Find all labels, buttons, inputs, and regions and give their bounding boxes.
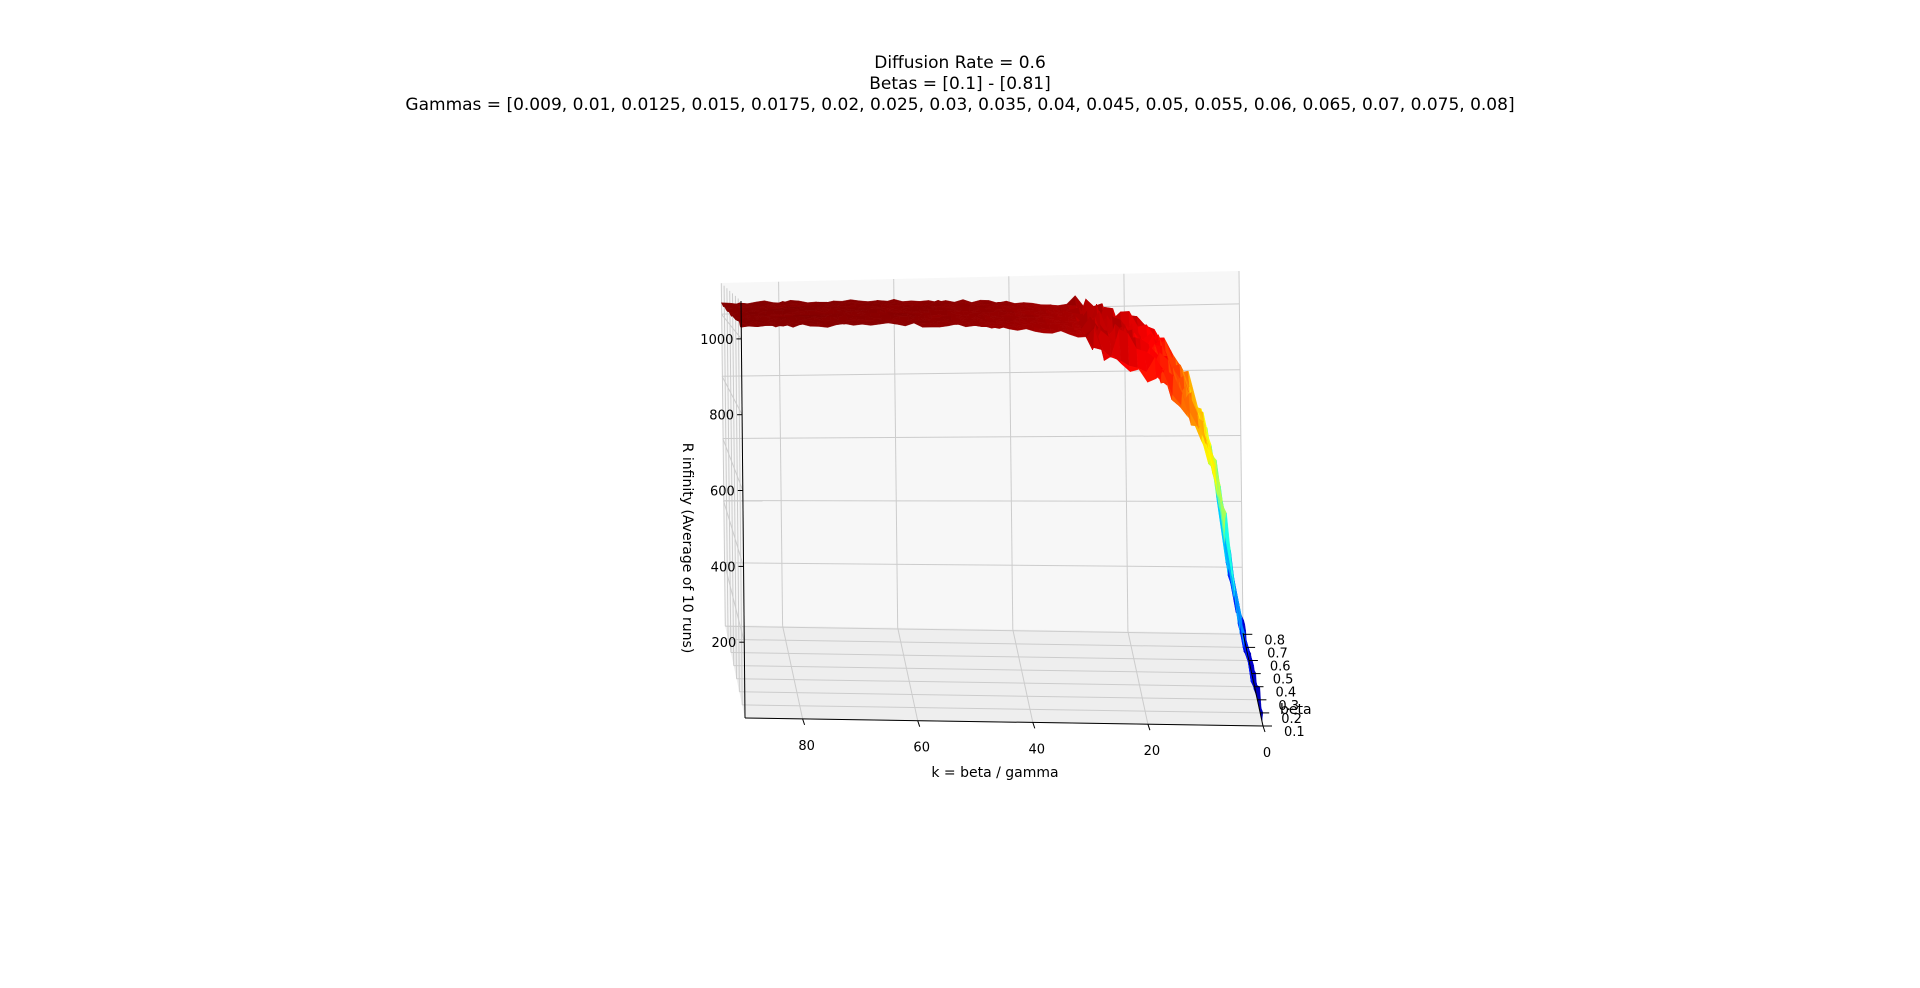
grid-line-floor-k [782, 625, 804, 720]
x-tick-label: 60 [913, 741, 930, 756]
grid-line-floor-beta [739, 691, 1258, 701]
y-tick-label: 0.3 [1278, 699, 1299, 714]
grid-line-floor-beta [733, 665, 1252, 675]
y-tick-label: 0.5 [1273, 673, 1294, 688]
grid-line-left-beta [720, 283, 726, 627]
grid-line-left-z [723, 500, 744, 567]
x-tick-label: 80 [798, 739, 815, 754]
x-tick-label: 40 [1029, 742, 1046, 757]
surface-face [992, 304, 1003, 310]
x-tick-mark [917, 720, 921, 727]
z-axis-label: R infinity (Average of 10 runs) [679, 443, 695, 654]
grid-line-left-beta [723, 285, 729, 640]
chart-title-line-1: Diffusion Rate = 0.6 [874, 53, 1046, 73]
grid-line-floor-beta [730, 652, 1249, 661]
grid-line-back-z [724, 562, 1243, 568]
surface-face [960, 306, 971, 312]
grid-line-floor-k [1012, 629, 1034, 723]
grid-line-left-beta [734, 295, 740, 692]
axis-panes [721, 271, 1263, 726]
y-tick-label: 0.1 [1284, 725, 1305, 740]
chart-title-line-2: Betas = [0.1] - [0.81] [869, 74, 1051, 94]
y-tick-label: 0.7 [1267, 646, 1288, 661]
z-tick-label: 1000 [700, 333, 733, 348]
back-pane [721, 271, 1243, 633]
grid-line-back-k [893, 278, 899, 628]
z-tick-label: 200 [711, 636, 736, 651]
grid-line-floor-k [897, 627, 919, 721]
grid-line-left-beta [726, 288, 732, 653]
grid-line-left-z [721, 313, 742, 340]
y-tick-label: 0.2 [1281, 712, 1302, 727]
x-axis-line [744, 717, 1264, 727]
surface-face [921, 322, 932, 328]
y-axis-label: beta [1280, 702, 1312, 718]
grid-line-left-beta [729, 290, 735, 666]
grid-line-floor-beta [742, 704, 1261, 714]
grid-line-left-z [721, 376, 743, 415]
grid-line-left-beta [732, 293, 737, 679]
surface-face [805, 308, 816, 312]
x-tick-label: 20 [1144, 744, 1161, 759]
grid-line-floor-beta [736, 678, 1255, 688]
surface-face [790, 299, 801, 304]
surface-face [1118, 329, 1130, 367]
z-tick-label: 800 [709, 409, 734, 424]
grid-line-back-k [778, 281, 784, 626]
x-tick-mark [1262, 725, 1266, 733]
chart-title-line-3: Gammas = [0.009, 0.01, 0.0125, 0.015, 0.… [405, 95, 1515, 115]
grid-line-back-k [1008, 276, 1014, 630]
x-tick-mark [1032, 722, 1036, 729]
x-tick-label: 0 [1263, 746, 1271, 761]
floor-pane [725, 625, 1263, 726]
grid-line-floor-beta [725, 625, 1244, 635]
x-tick-mark [802, 718, 806, 726]
y-tick-label: 0.8 [1264, 633, 1285, 648]
grid-line-left-z [722, 438, 744, 491]
x-tick-mark [1147, 724, 1151, 731]
z-tick-label: 400 [711, 560, 736, 575]
surface-face [832, 319, 844, 323]
surface [720, 294, 1264, 721]
x-axis-label: k = beta / gamma [931, 765, 1058, 781]
axis-lines [740, 300, 1264, 727]
grid-line-left-z [723, 562, 745, 643]
tick-labels: 80 60 40 20 00.10.20.30.40.50.60.70.82004006… [700, 333, 1304, 761]
y-tick-label: 0.6 [1270, 660, 1291, 675]
grid-line-floor-beta [728, 638, 1247, 648]
grid-line-back-z [722, 435, 1241, 439]
y-axis-line [1242, 632, 1264, 727]
z-tick-label: 600 [710, 485, 735, 500]
grid-line-left-beta [737, 298, 743, 705]
grid-line-floor-k [1127, 631, 1149, 725]
grid-line-back-z [723, 500, 1242, 502]
y-tick-label: 0.4 [1276, 686, 1297, 701]
z-axis-line [740, 300, 746, 719]
grid-line-back-k [1238, 270, 1244, 634]
